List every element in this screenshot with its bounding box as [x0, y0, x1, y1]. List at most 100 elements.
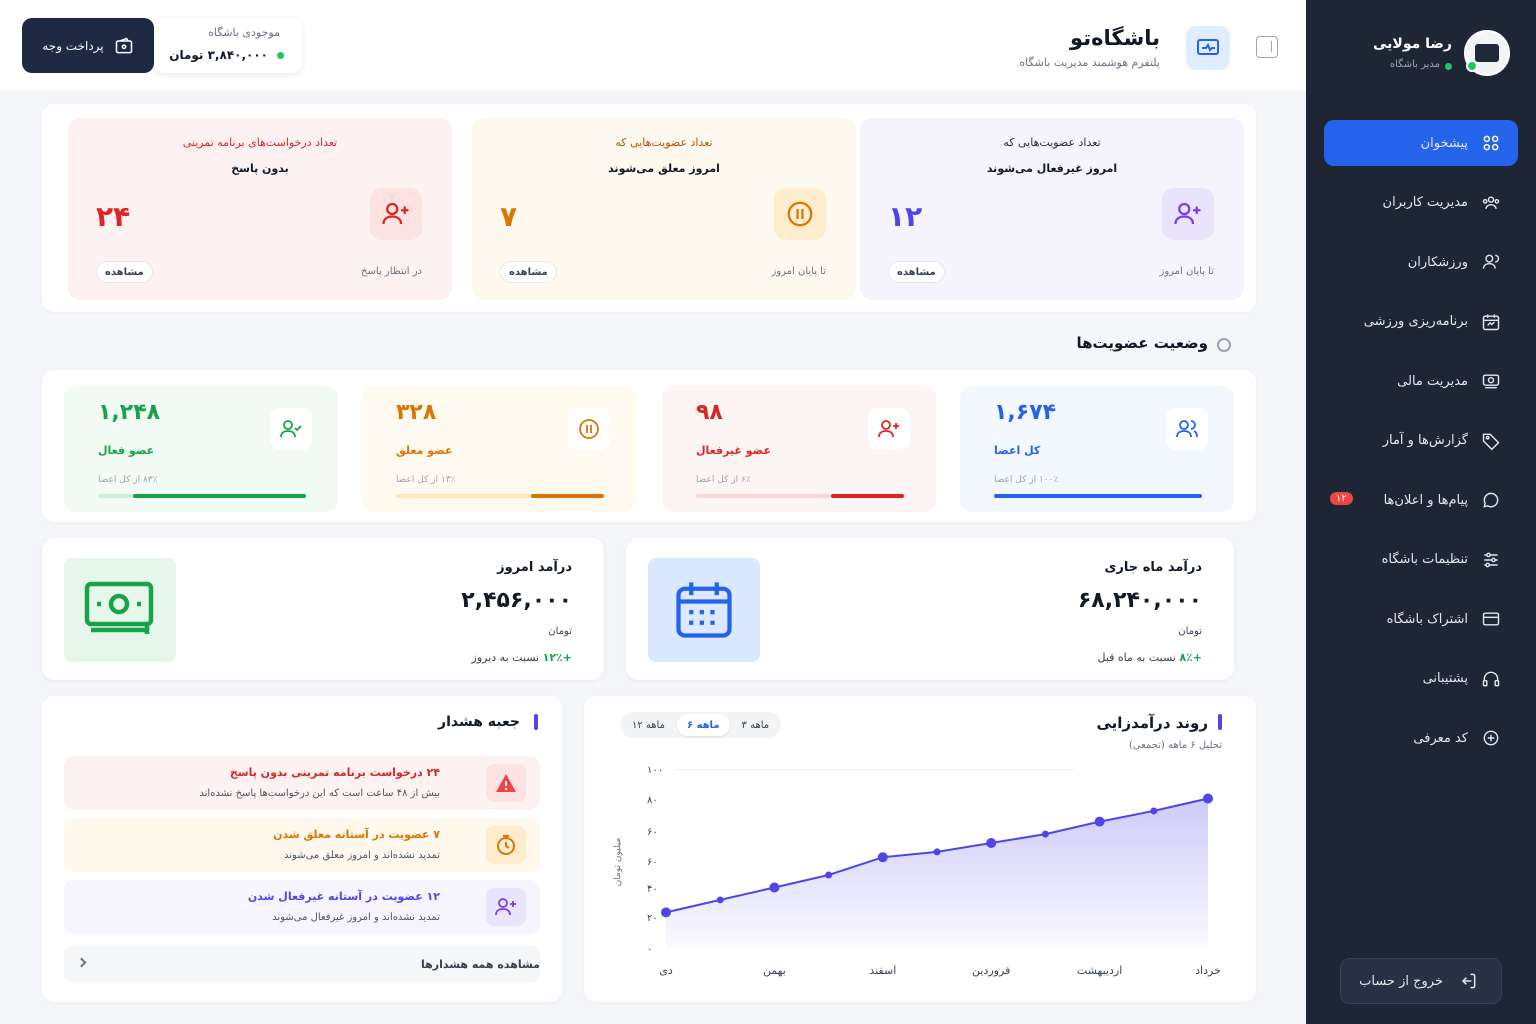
- today-revenue-delta-value: +۱۲٪: [542, 651, 572, 664]
- warning-box: جعبه هشدار ۲۴ درخواست برنامه تمرینی بدون…: [42, 696, 562, 1002]
- membership-stat-card: ۳۲۸ عضو معلق ۱۳٪ از کل اعضا: [362, 386, 636, 512]
- warning-accent: [534, 714, 538, 730]
- alert-card-footer: در انتظار پاسخ: [361, 266, 422, 277]
- period-tab[interactable]: ۶ ماهه: [676, 714, 730, 736]
- alert-card-title: تعداد درخواست‌های برنامه تمرینی: [182, 136, 338, 149]
- sidebar-item-8[interactable]: اشتراک باشگاه: [1324, 596, 1518, 642]
- warning-description: بیش از ۴۸ ساعت است که این درخواست‌ها پاس…: [199, 788, 440, 799]
- warning-item[interactable]: ۷ عضویت در آستانه معلق شدن تمدید نشده‌اند…: [64, 818, 540, 872]
- user-plus-icon: [1162, 188, 1214, 240]
- month-revenue-title: درآمد ماه جاری: [1104, 560, 1202, 575]
- user-profile[interactable]: رضا مولایی مدیر باشگاه: [1320, 30, 1510, 78]
- alert-card: تعداد درخواست‌های برنامه تمرینی بدون پاسخ…: [68, 118, 452, 300]
- user-plus-icon: [486, 888, 526, 926]
- chart-point: [986, 837, 997, 848]
- view-button[interactable]: مشاهده: [888, 261, 945, 283]
- period-tab[interactable]: ۳ ماهه: [741, 719, 770, 731]
- money-icon: [64, 558, 176, 662]
- stat-progress-bar: [696, 494, 904, 498]
- sidebar-item-2[interactable]: ورزشکاران: [1324, 239, 1518, 285]
- user-check-icon: [270, 408, 312, 450]
- view-button[interactable]: مشاهده: [96, 261, 153, 283]
- logout-icon: [1457, 970, 1479, 992]
- sidebar-item-4[interactable]: مدیریت مالی: [1324, 358, 1518, 404]
- chart-accent: [1218, 714, 1222, 730]
- x-tick-label: اردیبهشت: [1077, 964, 1122, 977]
- card-icon: [1480, 608, 1502, 630]
- gift-icon: [1480, 727, 1502, 749]
- users-icon: [1166, 408, 1208, 450]
- month-revenue-card: درآمد ماه جاری ۶۸,۲۴۰,۰۰۰ تومان +۸٪ نسبت…: [626, 538, 1234, 680]
- wallet-icon: [115, 37, 132, 53]
- alert-card: تعداد عضویت‌هایی که امروز غیرفعال می‌شوند…: [860, 118, 1244, 300]
- sidebar-item-label: گزارش‌ها و آمار: [1382, 433, 1468, 448]
- stat-progress-fill: [831, 494, 904, 498]
- role-status-dot: [1445, 63, 1452, 70]
- brand-subtitle: پلتفرم هوشمند مدیریت باشگاه: [1019, 56, 1160, 69]
- logout-button[interactable]: خروج از حساب: [1340, 958, 1502, 1004]
- wallet-label: موجودی باشگاه: [208, 26, 280, 39]
- today-revenue-delta-text: نسبت به دیروز: [471, 651, 540, 664]
- revenue-trend-panel: روند درآمدزایی تحلیل ۶ ماهه (تجمعی) ۱۲ م…: [584, 696, 1256, 1002]
- clock-icon: [486, 826, 526, 864]
- pay-button-label: پرداخت وجه: [42, 38, 104, 53]
- top-header: باشگاه‌تو پلتفرم هوشمند مدیریت باشگاه پر…: [0, 0, 1306, 92]
- alert-card-subtitle: امروز معلق می‌شوند: [608, 162, 720, 175]
- month-revenue-delta-value: +۸٪: [1179, 651, 1202, 664]
- info-icon: [1217, 338, 1231, 352]
- tag-icon: [1480, 430, 1502, 452]
- stat-progress-bar: [396, 494, 604, 498]
- warning-description: تمدید نشده‌اند و امروز معلق می‌شوند: [284, 850, 440, 861]
- alert-card-subtitle: امروز غیرفعال می‌شوند: [986, 162, 1118, 175]
- stat-progress-fill: [994, 494, 1202, 498]
- x-tick-label: خرداد: [1195, 964, 1221, 977]
- warning-item[interactable]: ۲۴ درخواست برنامه تمرینی بدون پاسخ بیش از…: [64, 756, 540, 810]
- user-plus-icon: [370, 188, 422, 240]
- alert-card-value: ۱۲: [888, 200, 923, 233]
- revenue-line-chart: ۰ ۲۰ ۴۰ ۶۰ ۶۰ ۸۰ ۱۰۰ دی بهمن اسفند فروردین اردیبهشت…: [613, 765, 1221, 977]
- sidebar-item-0[interactable]: پیشخوان: [1324, 120, 1518, 166]
- see-all-warnings-link[interactable]: مشاهده همه هشدارها: [64, 946, 540, 982]
- wallet-value: ۳,۸۴۰,۰۰۰ تومان: [169, 48, 268, 62]
- y-tick-label: ۸۰: [647, 795, 658, 806]
- view-button[interactable]: مشاهده: [500, 261, 557, 283]
- pay-button[interactable]: پرداخت وجه: [22, 18, 154, 73]
- sidebar-item-5[interactable]: گزارش‌ها و آمار: [1324, 418, 1518, 464]
- alert-card-title: تعداد عضویت‌هایی که: [615, 136, 713, 149]
- sidebar: رضا مولایی مدیر باشگاه پیشخوان مدیریت کار…: [1306, 0, 1536, 1024]
- stat-value: ۳۲۸: [396, 400, 437, 425]
- sidebar-item-6[interactable]: پیام‌ها و اعلان‌ها ۱۲: [1324, 477, 1518, 523]
- chart-point: [1041, 830, 1049, 838]
- sidebar-item-10[interactable]: کد معرفی: [1324, 715, 1518, 761]
- sidebar-item-9[interactable]: پشتیبانی: [1324, 656, 1518, 702]
- logout-label: خروج از حساب: [1359, 973, 1443, 989]
- stat-progress-fill: [133, 494, 306, 498]
- chart-point: [1150, 807, 1158, 815]
- logo: [1186, 26, 1230, 70]
- message-icon: [1480, 489, 1502, 511]
- sidebar-item-label: کد معرفی: [1413, 730, 1468, 746]
- warning-title: ۱۲ عضویت در آستانه غیرفعال شدن: [247, 890, 440, 903]
- stat-value: ۹۸: [696, 400, 723, 425]
- alert-card-value: ۲۴: [96, 200, 131, 233]
- stat-label: عضو غیرفعال: [696, 444, 772, 457]
- pause-icon: [568, 408, 610, 450]
- sidebar-item-label: پیشخوان: [1420, 135, 1468, 151]
- stat-share: ۱۰۰٪ از کل اعضا: [994, 475, 1059, 485]
- notification-badge: ۱۲: [1330, 492, 1353, 505]
- users-group-icon: [1480, 192, 1502, 214]
- pause-icon: [774, 188, 826, 240]
- section-title: وضعیت عضویت‌ها: [1076, 334, 1208, 352]
- y-tick-label: ۴۰: [647, 884, 658, 895]
- sidebar-item-3[interactable]: برنامه‌ریزی ورزشی: [1324, 299, 1518, 345]
- sidebar-item-label: مدیریت مالی: [1397, 373, 1468, 389]
- chart-area-fill: [666, 798, 1208, 948]
- period-tab[interactable]: ۱۲ ماهه: [632, 719, 665, 731]
- membership-stat-card: ۹۸ عضو غیرفعال ۶٪ از کل اعضا: [662, 386, 936, 512]
- support-icon: [1480, 668, 1502, 690]
- warning-item[interactable]: ۱۲ عضویت در آستانه غیرفعال شدن تمدید نشده…: [64, 880, 540, 934]
- sidebar-item-1[interactable]: مدیریت کاربران: [1324, 180, 1518, 226]
- chart-point: [933, 848, 941, 856]
- collapse-sidebar-icon[interactable]: [1256, 36, 1278, 58]
- sidebar-item-7[interactable]: تنظیمات باشگاه: [1324, 537, 1518, 583]
